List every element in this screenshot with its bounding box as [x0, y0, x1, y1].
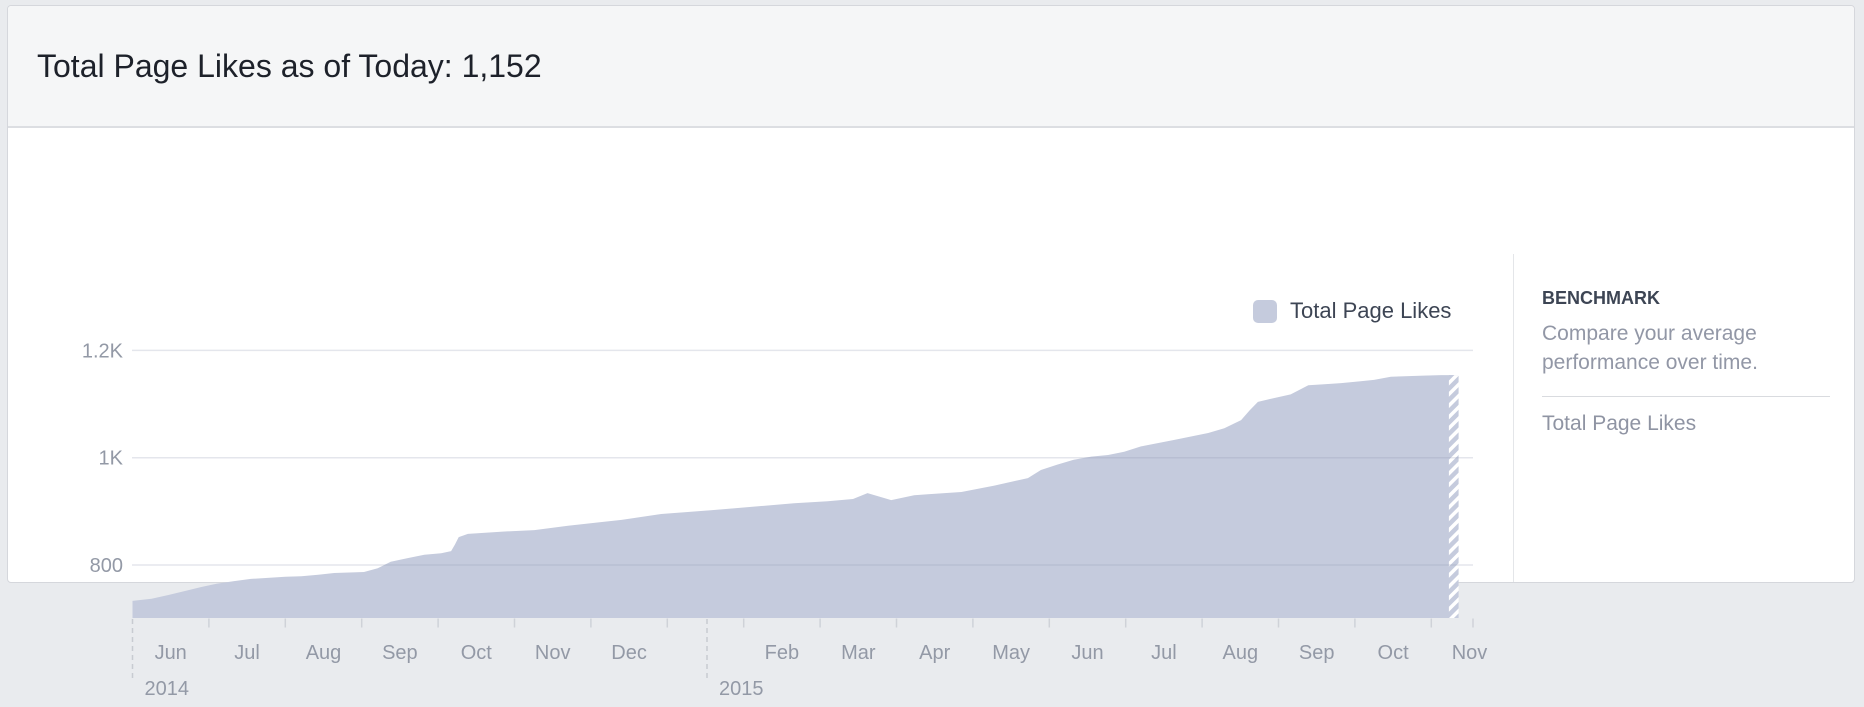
benchmark-panel: BENCHMARK Compare your average performan… — [1513, 254, 1856, 582]
benchmark-description: Compare your average performance over ti… — [1542, 322, 1758, 374]
x-axis-month-label: Jun — [155, 642, 187, 664]
x-axis-month-label: Mar — [841, 642, 876, 664]
legend-swatch-icon — [1253, 299, 1277, 323]
chart-panel: 800 1K 1.2K Jun Jul Aug Sep Oct Nov Dec Feb Mar Apr M… — [8, 130, 1856, 700]
projection-hatch — [1448, 375, 1459, 618]
x-axis-month-label: Oct — [461, 642, 493, 664]
legend-label: Total Page Likes — [1290, 298, 1452, 323]
page-title: Total Page Likes as of Today: 1,152 — [37, 47, 542, 84]
x-axis-month-label: Nov — [535, 642, 571, 664]
x-axis-month-label: Jul — [234, 642, 260, 664]
x-axis-month-label: Nov — [1452, 642, 1488, 664]
x-axis-month-label: Jun — [1071, 642, 1103, 664]
benchmark-metric-total-page-likes[interactable]: Total Page Likes — [1542, 412, 1697, 435]
year-marker-label: 2014 — [145, 678, 190, 700]
x-axis-month-label: May — [992, 642, 1030, 664]
x-axis-month-label: Jul — [1151, 642, 1177, 664]
likes-area — [132, 375, 1458, 618]
benchmark-divider — [1542, 396, 1830, 397]
insights-card: Total Page Likes as of Today: 1,152 800 1… — [7, 5, 1856, 700]
x-axis-month-label: Feb — [765, 642, 799, 664]
x-axis-month-label: Sep — [382, 642, 418, 664]
x-axis-month-label: Sep — [1299, 642, 1335, 664]
legend-item-total-page-likes[interactable]: Total Page Likes — [1253, 292, 1451, 330]
y-axis-label: 1K — [99, 448, 124, 470]
x-axis-month-label: Apr — [919, 642, 950, 664]
x-axis-month-label: Dec — [611, 642, 647, 664]
x-axis-month-label: Aug — [306, 642, 342, 664]
benchmark-heading: BENCHMARK — [1542, 288, 1660, 308]
x-axis-month-label: Aug — [1223, 642, 1259, 664]
card-header: Total Page Likes as of Today: 1,152 — [8, 6, 1854, 128]
y-axis-label: 800 — [90, 555, 123, 577]
year-marker-label: 2015 — [719, 678, 764, 700]
y-axis-label: 1.2K — [82, 340, 124, 362]
x-axis-month-label: Oct — [1378, 642, 1410, 664]
